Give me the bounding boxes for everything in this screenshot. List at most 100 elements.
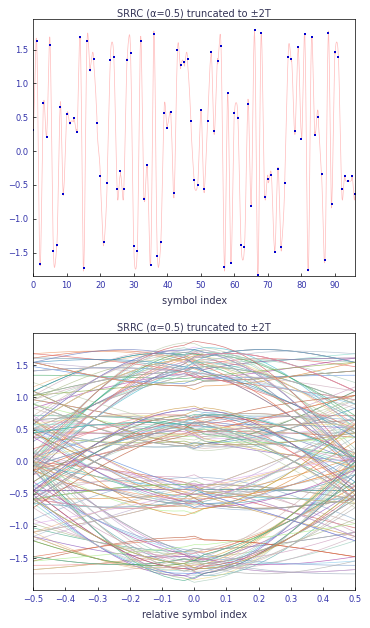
Point <box>97 171 103 181</box>
Point <box>151 30 157 40</box>
Point <box>268 170 274 180</box>
Point <box>221 261 227 271</box>
Point <box>138 36 144 46</box>
Point <box>61 189 67 199</box>
Point <box>101 237 107 247</box>
Title: SRRC (α=0.5) truncated to ±2T: SRRC (α=0.5) truncated to ±2T <box>117 322 271 332</box>
Point <box>309 32 314 42</box>
X-axis label: symbol index: symbol index <box>162 296 227 306</box>
Point <box>282 178 287 188</box>
Point <box>262 192 268 202</box>
Point <box>164 123 170 133</box>
Point <box>232 108 238 118</box>
Point <box>144 160 150 170</box>
Point <box>211 126 217 136</box>
Point <box>168 107 174 117</box>
Point <box>235 113 241 123</box>
Point <box>77 32 83 42</box>
Point <box>94 118 100 128</box>
Point <box>67 118 73 128</box>
Point <box>319 169 324 179</box>
Point <box>285 52 291 62</box>
Title: SRRC (α=0.5) truncated to ±2T: SRRC (α=0.5) truncated to ±2T <box>117 8 271 18</box>
Point <box>362 242 368 252</box>
Point <box>272 247 278 257</box>
Point <box>245 99 251 109</box>
Point <box>255 271 261 281</box>
Point <box>50 246 56 256</box>
Point <box>64 109 70 119</box>
Point <box>198 106 204 116</box>
Point <box>185 53 191 63</box>
Point <box>178 60 184 70</box>
Point <box>181 57 187 67</box>
Point <box>47 40 53 50</box>
Point <box>299 134 305 144</box>
Point <box>161 108 167 118</box>
Point <box>104 178 110 188</box>
Point <box>325 28 331 38</box>
Point <box>275 164 281 174</box>
Point <box>81 263 87 273</box>
Point <box>30 125 36 135</box>
Point <box>131 241 137 251</box>
Point <box>175 45 181 55</box>
Point <box>91 53 97 63</box>
Point <box>44 133 50 143</box>
Point <box>302 30 308 40</box>
Point <box>329 200 334 210</box>
Point <box>322 255 328 265</box>
Point <box>107 55 113 65</box>
Point <box>352 189 358 199</box>
Point <box>191 175 197 185</box>
Point <box>332 47 338 57</box>
Point <box>128 48 134 58</box>
Point <box>356 42 361 52</box>
Point <box>342 171 348 181</box>
Point <box>154 251 160 261</box>
Point <box>158 237 164 247</box>
Point <box>339 184 345 194</box>
Point <box>188 116 194 126</box>
Point <box>87 65 93 75</box>
Point <box>359 181 365 192</box>
Point <box>258 28 264 38</box>
Point <box>118 166 124 176</box>
Point <box>242 242 248 252</box>
Point <box>248 201 254 211</box>
Point <box>215 56 221 66</box>
Point <box>195 180 201 190</box>
Point <box>265 174 271 184</box>
Point <box>346 176 352 187</box>
Point <box>121 184 127 194</box>
Point <box>148 260 154 270</box>
Point <box>54 240 60 250</box>
Point <box>295 42 301 52</box>
Point <box>205 116 211 126</box>
Point <box>312 130 318 140</box>
Point <box>201 184 207 194</box>
Point <box>289 53 295 63</box>
Point <box>292 126 298 136</box>
Point <box>34 36 40 46</box>
Point <box>40 98 46 108</box>
Point <box>218 41 224 51</box>
Point <box>335 52 341 62</box>
Point <box>228 257 234 268</box>
Point <box>74 127 80 137</box>
Point <box>252 26 258 36</box>
Point <box>134 246 140 256</box>
Point <box>114 184 120 194</box>
Point <box>84 36 90 46</box>
Point <box>349 171 355 181</box>
Point <box>171 188 177 198</box>
Point <box>238 240 244 250</box>
Point <box>71 113 77 123</box>
X-axis label: relative symbol index: relative symbol index <box>142 610 247 620</box>
Point <box>305 266 311 276</box>
Point <box>141 194 147 204</box>
Point <box>124 55 130 65</box>
Point <box>208 47 214 57</box>
Point <box>111 52 117 62</box>
Point <box>37 259 43 269</box>
